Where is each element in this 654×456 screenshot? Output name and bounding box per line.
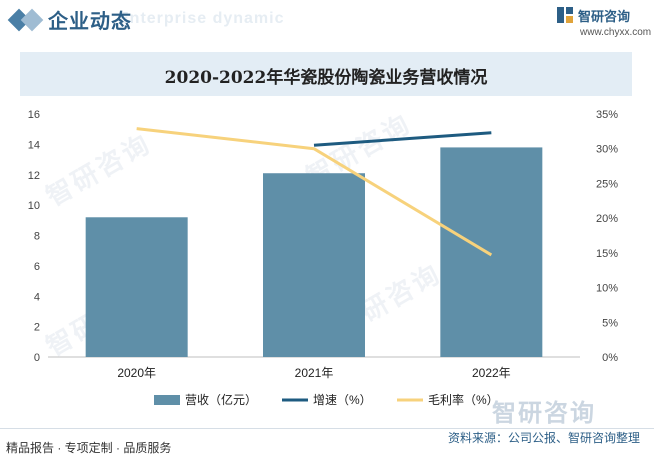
legend-label: 营收（亿元）: [185, 392, 257, 407]
y-left-tick-label: 2: [34, 322, 40, 334]
logo-icon: [557, 7, 573, 23]
x-axis: 2020年 2021年 2022年: [117, 366, 510, 380]
combo-chart: 0 2 4 6 8 10 12 14 16 0% 5% 10% 15% 20% 25% 30% 35% 202…: [28, 109, 618, 407]
y-right-tick-label: 35%: [596, 109, 618, 121]
margin-line: [136, 127, 493, 257]
logo-text: 智研咨询: [578, 9, 631, 24]
line-series: [136, 127, 493, 257]
y-right-tick-label: 25%: [596, 178, 618, 190]
logo-url: www.chyxx.com: [580, 27, 652, 38]
y-left-tick-label: 0: [34, 352, 40, 364]
growth-line: [313, 131, 492, 147]
y-left-tick-label: 8: [34, 231, 40, 243]
header-subtitle-en: Enterprise dynamic: [118, 10, 285, 27]
y-right-tick-label: 20%: [596, 213, 618, 225]
diamond-icon: [20, 8, 44, 32]
footer: 精品报告 · 专项定制 · 品质服务 资料来源：公司公报、智研咨询整理: [0, 428, 654, 455]
x-tick-label: 2022年: [472, 366, 511, 380]
y-left-tick-label: 6: [34, 261, 40, 273]
watermark-logo: 智研咨询: [492, 400, 596, 427]
y-axis-left: 0 2 4 6 8 10 12 14 16: [28, 109, 40, 364]
bar: [440, 147, 543, 357]
legend-label: 毛利率（%）: [428, 392, 499, 407]
y-left-tick-label: 10: [28, 200, 40, 212]
x-tick-label: 2020年: [117, 366, 156, 380]
y-right-tick-label: 0%: [602, 352, 618, 364]
legend: 营收（亿元） 增速（%） 毛利率（%）: [154, 392, 499, 407]
y-right-tick-label: 15%: [596, 248, 618, 260]
y-right-tick-label: 30%: [596, 144, 618, 156]
chart-title: 2020-2022年华瓷股份陶瓷业务营收情况: [164, 68, 488, 88]
y-left-tick-label: 14: [28, 139, 40, 151]
legend-label: 增速（%）: [313, 393, 372, 407]
legend-swatch-bar: [154, 395, 180, 405]
y-axis-right: 0% 5% 10% 15% 20% 25% 30% 35%: [596, 109, 618, 364]
y-left-tick-label: 12: [28, 170, 40, 182]
chart-title-band: 2020-2022年华瓷股份陶瓷业务营收情况: [20, 52, 632, 96]
bar: [263, 173, 365, 357]
footer-tagline: 精品报告 · 专项定制 · 品质服务: [6, 441, 172, 455]
y-right-tick-label: 10%: [596, 283, 618, 295]
bar-series: [85, 147, 543, 357]
y-right-tick-label: 5%: [602, 317, 618, 329]
header-title: 企业动态: [48, 11, 132, 33]
page-header: Enterprise dynamic 企业动态 智研咨询 www.chyxx.c…: [0, 0, 654, 46]
y-left-tick-label: 4: [34, 291, 40, 303]
x-tick-label: 2021年: [295, 366, 334, 380]
y-left-tick-label: 16: [28, 109, 40, 121]
bar: [85, 217, 188, 357]
footer-source: 资料来源：公司公报、智研咨询整理: [447, 431, 640, 445]
